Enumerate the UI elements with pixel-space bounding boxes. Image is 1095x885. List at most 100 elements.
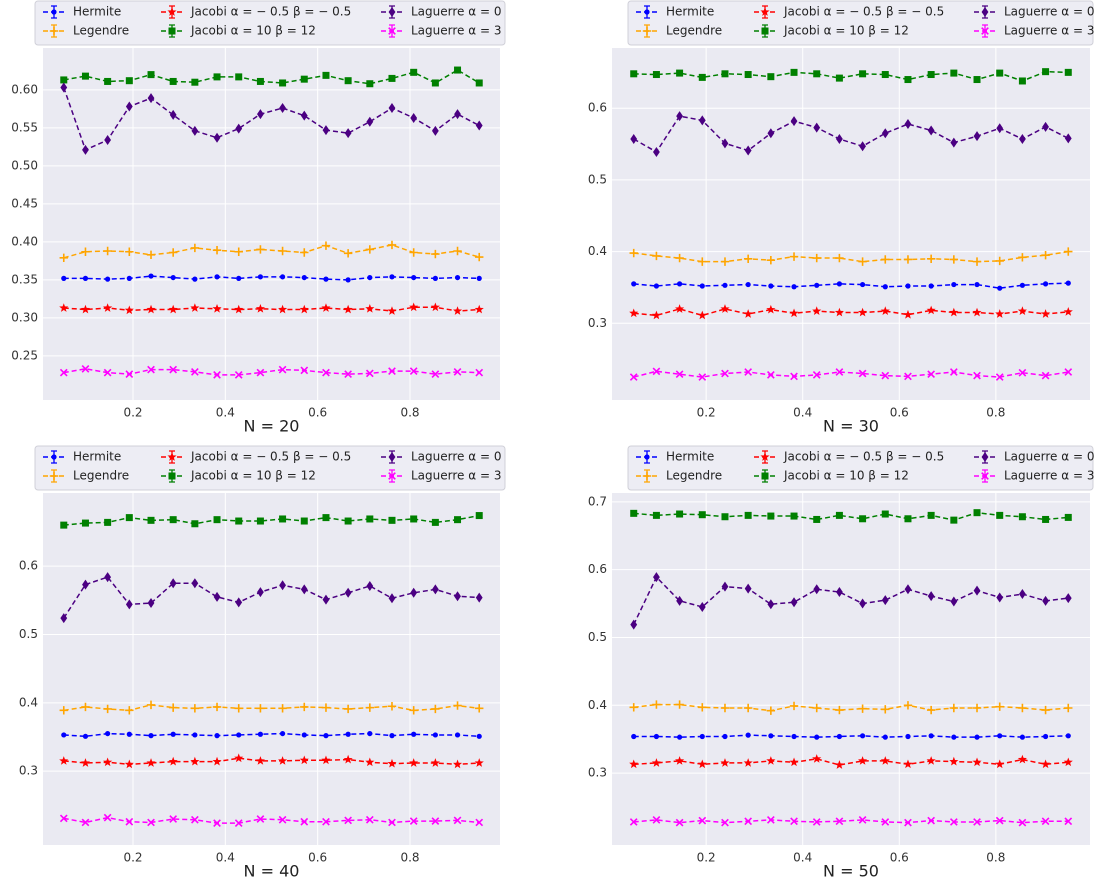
marker bbox=[813, 70, 821, 78]
marker bbox=[1064, 68, 1072, 76]
marker bbox=[454, 109, 461, 120]
marker bbox=[644, 9, 650, 15]
marker bbox=[147, 93, 155, 104]
marker bbox=[950, 69, 958, 77]
marker bbox=[767, 128, 775, 139]
legend-handle bbox=[381, 450, 403, 464]
marker bbox=[1041, 759, 1051, 769]
marker bbox=[1041, 371, 1050, 380]
marker bbox=[454, 732, 461, 738]
marker bbox=[410, 68, 418, 76]
marker bbox=[212, 702, 222, 712]
marker bbox=[880, 306, 890, 315]
legend-handle bbox=[43, 24, 65, 38]
marker bbox=[474, 758, 484, 767]
marker bbox=[881, 818, 890, 826]
marker bbox=[995, 309, 1005, 318]
x-tick-label: 0.8 bbox=[986, 851, 1005, 865]
marker bbox=[59, 706, 68, 715]
marker bbox=[1019, 134, 1026, 145]
marker bbox=[761, 472, 769, 480]
marker bbox=[760, 452, 770, 461]
legend-label: Jacobi α = − 0.5 β = − 0.5 bbox=[783, 5, 944, 19]
marker bbox=[675, 304, 685, 313]
marker bbox=[388, 74, 396, 82]
marker bbox=[80, 304, 91, 314]
marker bbox=[996, 592, 1004, 603]
legend-handle bbox=[754, 24, 776, 38]
x-tick-label: 0.6 bbox=[890, 406, 909, 420]
marker bbox=[768, 733, 774, 739]
marker bbox=[256, 815, 265, 823]
legend-handle bbox=[43, 5, 65, 19]
marker bbox=[104, 77, 112, 85]
legend-label: Jacobi α = 10 β = 12 bbox=[783, 24, 909, 38]
legend-handle bbox=[974, 5, 996, 19]
marker bbox=[125, 706, 134, 715]
legend: Hermite Legendre Jacobi α = − 0.5 β = − 0.… bbox=[627, 445, 1094, 491]
marker bbox=[235, 597, 243, 608]
marker bbox=[168, 248, 178, 257]
marker bbox=[366, 515, 374, 523]
legend-handle bbox=[974, 469, 996, 483]
marker bbox=[431, 704, 440, 714]
marker bbox=[812, 371, 821, 379]
marker bbox=[630, 134, 638, 145]
marker bbox=[789, 308, 799, 318]
marker bbox=[388, 7, 396, 17]
marker bbox=[411, 731, 417, 737]
series-line bbox=[633, 282, 1069, 289]
marker bbox=[147, 598, 155, 609]
marker bbox=[256, 704, 265, 713]
legend-label: Jacobi α = − 0.5 β = − 0.5 bbox=[783, 450, 944, 464]
marker bbox=[410, 515, 418, 523]
marker bbox=[475, 704, 484, 713]
series-line bbox=[633, 734, 1069, 738]
marker bbox=[950, 137, 958, 148]
marker bbox=[366, 580, 374, 591]
marker bbox=[321, 303, 331, 312]
marker bbox=[212, 246, 222, 255]
marker bbox=[125, 599, 133, 610]
marker bbox=[720, 257, 730, 266]
marker bbox=[345, 731, 351, 737]
x-tick-label: 0.4 bbox=[793, 851, 812, 865]
marker bbox=[1018, 368, 1027, 377]
marker bbox=[146, 700, 156, 710]
legend: Hermite Legendre Jacobi α = − 0.5 β = − 0.… bbox=[34, 445, 506, 491]
marker bbox=[858, 257, 867, 266]
legend: Hermite Legendre Jacobi α = − 0.5 β = − 0.… bbox=[627, 0, 1094, 46]
marker bbox=[974, 734, 980, 740]
marker bbox=[814, 734, 820, 740]
marker bbox=[927, 125, 935, 136]
marker bbox=[410, 112, 418, 123]
legend-box bbox=[34, 0, 506, 46]
marker bbox=[859, 281, 866, 288]
marker bbox=[721, 818, 729, 827]
marker bbox=[278, 704, 287, 713]
marker bbox=[388, 818, 396, 827]
legend-handle bbox=[161, 450, 183, 464]
marker bbox=[927, 816, 936, 825]
marker bbox=[81, 519, 89, 527]
marker bbox=[236, 275, 242, 281]
marker bbox=[721, 513, 729, 521]
marker bbox=[81, 247, 90, 256]
marker bbox=[973, 131, 981, 142]
marker bbox=[675, 818, 684, 827]
marker bbox=[812, 306, 822, 315]
marker bbox=[652, 251, 661, 261]
marker bbox=[214, 733, 220, 739]
series-line bbox=[63, 275, 480, 281]
marker bbox=[387, 240, 397, 250]
marker bbox=[653, 572, 660, 583]
marker bbox=[744, 145, 752, 156]
legend-handle bbox=[381, 5, 403, 19]
marker bbox=[1065, 733, 1071, 739]
marker bbox=[476, 275, 482, 281]
marker bbox=[881, 255, 890, 264]
marker bbox=[168, 756, 178, 766]
marker bbox=[411, 274, 417, 281]
legend-label: Hermite bbox=[73, 450, 121, 464]
